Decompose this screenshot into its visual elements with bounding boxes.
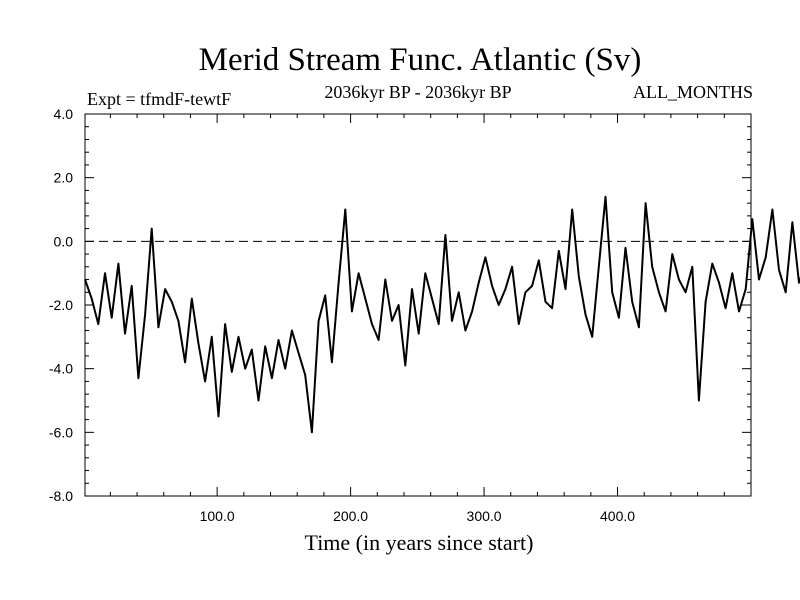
experiment-label: Expt = tfmdF-tewtF [87,89,231,109]
x-tick-label: 200.0 [333,508,368,524]
y-tick-label: -8.0 [49,488,73,504]
months-label: ALL_MONTHS [633,82,753,102]
plot-frame [84,113,752,497]
y-axis: 4.0 2.0 0.0 -2.0 -4.0 -6.0 -8.0 [49,106,751,504]
y-tick-label: -6.0 [49,424,73,440]
x-axis: 100.0 200.0 300.0 400.0 [109,114,725,524]
y-tick-label: 2.0 [54,170,74,186]
y-tick-label: 4.0 [54,106,74,122]
chart-title: Merid Stream Func. Atlantic (Sv) [199,42,642,78]
chart-subtitle: 2036kyr BP - 2036kyr BP [324,82,511,102]
y-tick-label: -2.0 [49,297,73,313]
y-tick-label: -4.0 [49,361,73,377]
x-tick-label: 400.0 [600,508,635,524]
y-tick-label: 0.0 [54,233,74,249]
series-line [84,195,800,434]
x-tick-label: 300.0 [467,508,502,524]
x-tick-label: 100.0 [200,508,235,524]
x-axis-label: Time (in years since start) [305,530,534,555]
